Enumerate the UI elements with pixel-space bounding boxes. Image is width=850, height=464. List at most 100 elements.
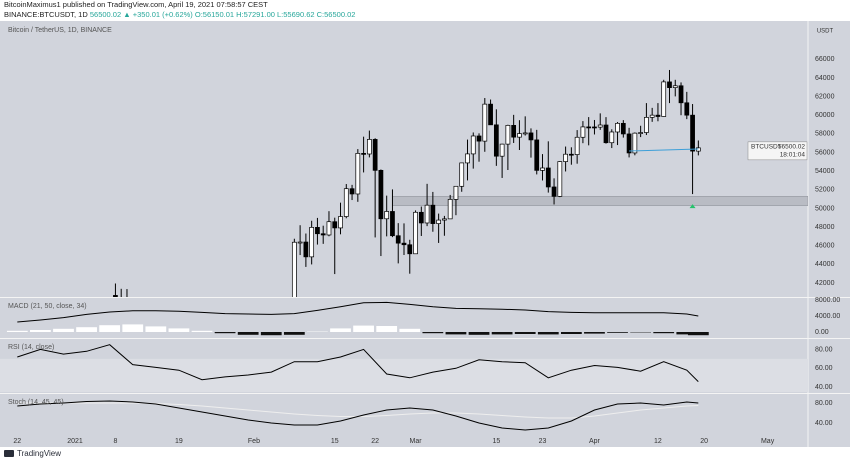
histogram-bar [191,330,213,332]
stoch-line [17,402,699,419]
x-tick-label: 15 [331,438,339,445]
candle-body [297,241,303,244]
candle-body [644,117,649,133]
candle-body [615,122,620,133]
candle-body [488,103,493,126]
histogram-bar [260,332,282,336]
histogram-bar [687,332,709,336]
candle-body [580,126,586,138]
countdown: 18:01:04 [780,152,806,159]
candle-body [355,153,361,195]
candle-body [407,244,413,255]
histogram-bar [283,332,305,335]
x-tick-label: 22 [371,438,379,445]
histogram-bar [353,325,374,332]
histogram-bar [607,332,628,333]
x-tick-label: 12 [654,438,662,445]
y-tick-label: 4000.00 [815,313,840,320]
panel [6,301,709,336]
candle-body [557,161,563,197]
candle-body [586,126,592,129]
y-tick-label: 50000 [815,205,835,212]
x-tick-label: 19 [175,438,183,445]
panel-title: Bitcoin / TetherUS, 1D, BINANCE [8,27,112,34]
histogram-bar [399,328,421,332]
panel [0,344,808,392]
trendline [629,148,699,152]
candle-body [430,204,436,224]
candle-body [401,242,407,246]
candle-body [649,114,655,118]
y-tick-label: 44000 [815,261,835,268]
candle-body [482,103,488,142]
candle-body [522,132,528,135]
y-tick-label: 40.00 [815,384,833,391]
candle-body [678,85,684,104]
candle-body [332,221,338,229]
y-tick-label: 60.00 [815,365,833,372]
logo [4,450,14,457]
candle-body [672,85,678,88]
author-line: BitcoinMaximus1 published on TradingView… [4,0,268,9]
x-tick-label: Mar [410,438,423,445]
histogram-bar [514,332,536,334]
candle-body [626,133,632,154]
y-tick-label: 58000 [815,131,835,138]
y-tick-label: 60000 [815,112,835,119]
candle-body [620,122,626,135]
quote: 56500.02 ▲ +350.01 (+0.62%) O:56150.01 H… [90,10,356,19]
candle-body [309,227,315,258]
y-tick-label: 40.00 [815,420,833,427]
candle-body [326,221,332,236]
y-tick-label: 8000.00 [815,297,840,304]
symbol: BINANCE:BTCUSDT, 1D [4,10,88,19]
signal-arrow [689,204,696,209]
histogram-bar [99,325,121,332]
y-tick-label: 0.00 [815,329,829,336]
histogram-bar [560,332,582,334]
candle-body [315,227,320,235]
candle-body [390,211,395,237]
histogram-bar [422,332,444,334]
candle-body [655,114,661,117]
candle-body [320,233,326,236]
candle-body [303,241,309,258]
panel [113,69,808,297]
x-tick-label: May [761,438,775,445]
macd-line [17,301,699,323]
panel-title: RSI (14, close) [8,344,54,351]
histogram-bar [376,326,398,332]
candle-body [291,241,297,297]
candle-body [505,125,511,145]
panel [17,400,699,431]
candle-body [442,218,447,221]
candle-body [395,235,401,244]
candle-body [424,204,430,224]
histogram-bar [237,332,259,335]
candle-body [459,162,465,187]
stoch-line [17,400,699,431]
histogram-bar [214,332,236,334]
histogram-bar [168,328,190,332]
candle-body [551,186,557,197]
symbol-line: BINANCE:BTCUSDT, 1D 56500.02 ▲ +350.01 (… [4,10,355,19]
rsi-line [17,344,699,382]
y-tick-label: 42000 [815,280,835,287]
candle-body [470,135,476,155]
candle-body [499,143,505,157]
y-tick-label: 80.00 [815,346,833,353]
candle-body [592,126,597,129]
x-tick-label: 20 [700,438,708,445]
x-tick-label: 22 [13,438,21,445]
candle-body [367,139,372,155]
histogram-bar [653,332,675,334]
x-tick-label: Feb [248,438,260,445]
candle-body [453,185,459,200]
candle-body [597,124,603,128]
candle-body [493,124,499,157]
candle-body [343,188,349,217]
candle-body [465,153,470,164]
histogram-bar [330,328,351,332]
histogram-bar [76,327,97,332]
